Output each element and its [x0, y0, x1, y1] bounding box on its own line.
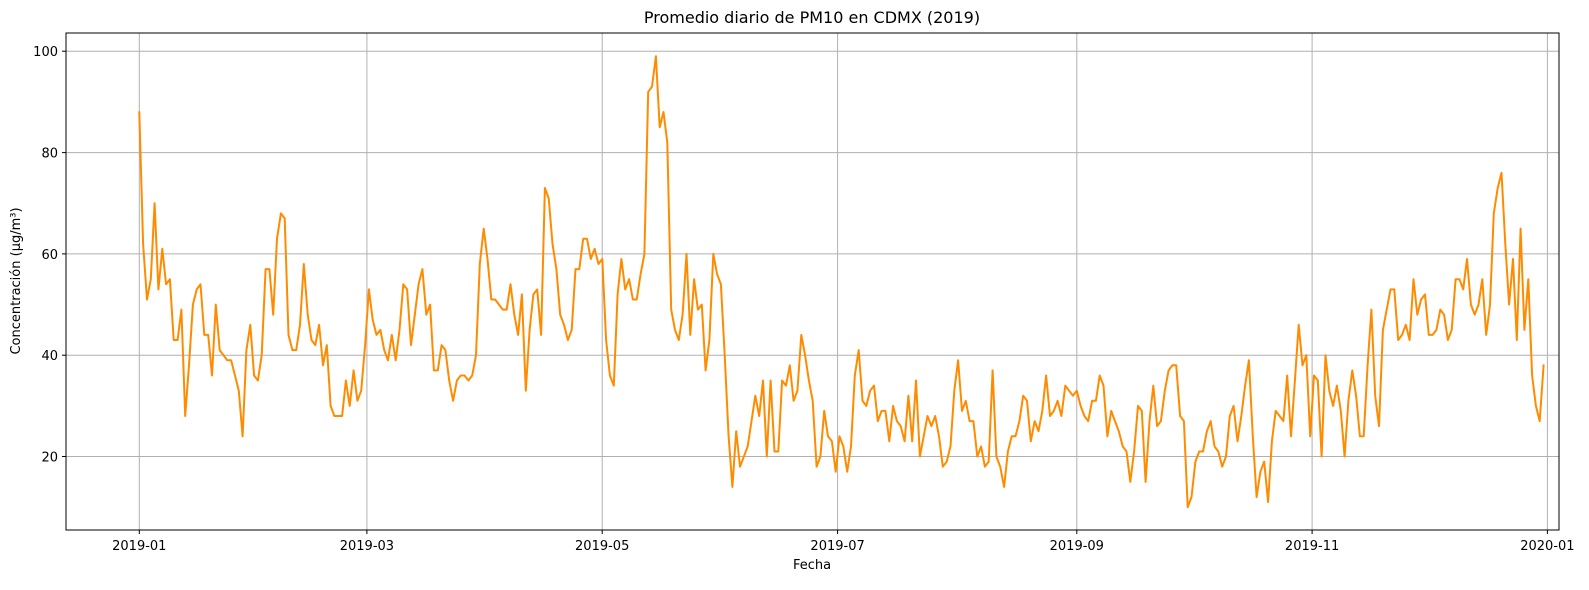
x-tick-label: 2019-09 [1050, 539, 1104, 554]
grid [66, 33, 1559, 530]
y-tick-label: 20 [41, 451, 58, 466]
x-tick-label: 2019-11 [1285, 539, 1339, 554]
x-tick-label: 2019-01 [112, 539, 166, 554]
chart-title: Promedio diario de PM10 en CDMX (2019) [644, 8, 980, 27]
x-tick-label: 2020-01 [1520, 539, 1574, 554]
plot-frame [65, 32, 1560, 531]
x-axis: 2019-01 2019-03 2019-05 2019-07 2019-09 2019-… [112, 530, 1575, 554]
x-tick-label: 2019-07 [810, 539, 864, 554]
x-axis-title: Fecha [793, 558, 831, 573]
y-tick-label: 60 [41, 248, 58, 263]
y-axis-title: Concentración (µg/m³) [9, 207, 24, 354]
y-axis: 20 40 60 80 100 [33, 45, 66, 466]
x-tick-label: 2019-03 [340, 539, 394, 554]
y-tick-label: 80 [41, 147, 58, 162]
pm10-series-line [138, 55, 1545, 509]
series-layer [138, 55, 1545, 509]
y-tick-label: 40 [41, 349, 58, 364]
y-tick-label: 100 [33, 45, 58, 60]
x-tick-label: 2019-05 [575, 539, 629, 554]
